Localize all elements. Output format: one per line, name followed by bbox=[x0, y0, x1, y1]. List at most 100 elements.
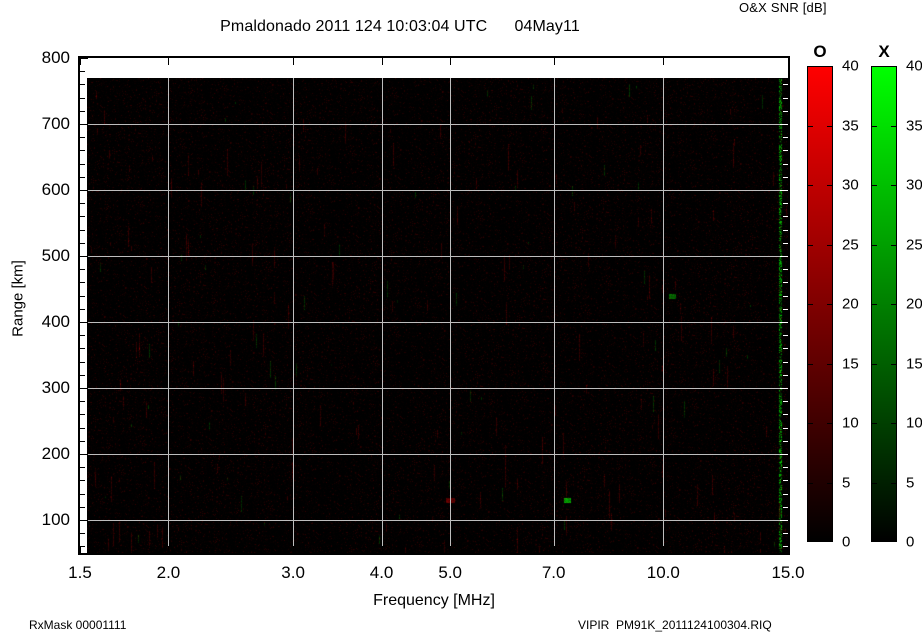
y-tick-minor-left bbox=[80, 242, 85, 244]
y-tick-minor-right bbox=[783, 467, 788, 469]
colorbar-x-label: X bbox=[878, 42, 890, 61]
x-axis-tick-label: 7.0 bbox=[541, 563, 566, 582]
colorbar-tick bbox=[891, 185, 897, 186]
vertical-gridline bbox=[450, 78, 452, 553]
horizontal-gridline bbox=[87, 454, 788, 455]
horizontal-gridline bbox=[87, 520, 788, 521]
y-tick-minor-right bbox=[783, 163, 788, 165]
colorbar-tick-label: 5 bbox=[906, 474, 915, 491]
ionogram-raster[interactable] bbox=[87, 78, 788, 553]
y-tick-minor-left bbox=[80, 467, 85, 469]
colorbar-tick-label: 0 bbox=[906, 533, 915, 551]
source-file-footer: VIPIR PM91K_2011124100304.RIQ bbox=[578, 618, 772, 632]
y-axis-tick-label: 200 bbox=[41, 444, 70, 463]
y-tick-minor-left bbox=[80, 533, 85, 535]
y-tick-minor-left bbox=[80, 282, 85, 284]
x-axis-tick-label: 4.0 bbox=[369, 563, 394, 582]
colorbar-tick-label: 15 bbox=[906, 355, 922, 372]
colorbar-tick bbox=[827, 125, 833, 127]
y-tick-minor-left bbox=[80, 374, 85, 376]
y-tick-minor-left bbox=[80, 203, 85, 205]
colorbar-tick bbox=[807, 125, 813, 127]
y-tick-minor-right bbox=[783, 269, 788, 271]
colorbar-tick bbox=[871, 304, 877, 305]
y-axis-tick-label: 600 bbox=[41, 180, 70, 199]
colorbar-tick-label: 35 bbox=[842, 117, 859, 134]
colorbar-tick bbox=[871, 244, 877, 246]
colorbar-tick-label: 25 bbox=[906, 236, 922, 253]
y-tick-major-right bbox=[780, 520, 788, 521]
y-tick-minor-left bbox=[80, 493, 85, 495]
colorbar-tick-label: 25 bbox=[842, 236, 859, 253]
y-tick-major-left bbox=[80, 322, 88, 323]
colorbar-tick bbox=[827, 363, 833, 365]
y-tick-minor-left bbox=[80, 414, 85, 416]
x-axis-tick-label: 2.0 bbox=[156, 563, 181, 582]
colorbar-tick bbox=[807, 304, 813, 305]
y-tick-minor-right bbox=[783, 242, 788, 244]
y-tick-major-right bbox=[780, 190, 788, 191]
colorbar-tick bbox=[827, 185, 833, 186]
colorbar-tick bbox=[891, 482, 897, 484]
y-tick-major-left bbox=[80, 520, 88, 521]
y-tick-minor-right bbox=[783, 414, 788, 416]
y-tick-major-right bbox=[780, 256, 788, 257]
x-tick-top bbox=[553, 58, 555, 65]
rxmask-footer: RxMask 00001111 bbox=[29, 618, 127, 632]
horizontal-gridline bbox=[87, 388, 788, 389]
x-axis-tick-label: 10.0 bbox=[646, 563, 680, 582]
colorbar-tick bbox=[807, 185, 813, 186]
x-tick-top bbox=[450, 58, 452, 65]
x-tick-top bbox=[381, 58, 383, 65]
y-tick-minor-right bbox=[783, 493, 788, 495]
colorbar-tick-label: 20 bbox=[906, 295, 922, 313]
y-tick-minor-left bbox=[80, 348, 85, 350]
y-axis-tick-label: 300 bbox=[41, 378, 70, 397]
y-axis-tick-label: 400 bbox=[41, 312, 70, 331]
y-axis-tick-label: 100 bbox=[41, 510, 70, 529]
colorbar-tick-label: 0 bbox=[842, 533, 851, 551]
y-tick-minor-right bbox=[783, 97, 788, 99]
x-tick-bottom bbox=[293, 546, 295, 553]
y-tick-minor-left bbox=[80, 229, 85, 231]
colorbar-tick-label: 10 bbox=[906, 414, 922, 432]
colorbar-tick-label: 30 bbox=[906, 176, 922, 194]
y-tick-minor-right bbox=[783, 71, 788, 73]
x-tick-bottom bbox=[553, 546, 555, 553]
y-tick-minor-right bbox=[783, 374, 788, 376]
y-tick-minor-left bbox=[80, 335, 85, 337]
colorbar-tick bbox=[871, 185, 877, 186]
colorbar-tick bbox=[807, 244, 813, 246]
colorbar-tick bbox=[827, 482, 833, 484]
plot-area[interactable] bbox=[78, 56, 790, 555]
y-axis-tick-labels: 100 200 300 400 500 600 700 800 bbox=[0, 0, 70, 636]
x-axis-tick-label: 15.0 bbox=[771, 563, 805, 582]
y-tick-minor-right bbox=[783, 295, 788, 297]
colorbar-tick-label: 35 bbox=[906, 117, 922, 134]
y-tick-minor-right bbox=[783, 176, 788, 178]
colorbar-tick bbox=[891, 363, 897, 365]
y-tick-minor-right bbox=[783, 110, 788, 112]
y-axis-tick-label: 800 bbox=[41, 48, 70, 67]
y-tick-major-left bbox=[80, 388, 88, 389]
y-tick-minor-right bbox=[783, 546, 788, 548]
x-tick-top bbox=[663, 58, 665, 65]
y-tick-minor-right bbox=[783, 84, 788, 86]
y-tick-minor-right bbox=[783, 216, 788, 218]
colorbar-tick-label: 10 bbox=[842, 414, 859, 432]
colorbar-tick bbox=[871, 363, 877, 365]
y-tick-major-left bbox=[80, 190, 88, 191]
y-tick-minor-right bbox=[783, 308, 788, 310]
y-tick-minor-right bbox=[783, 480, 788, 482]
y-tick-minor-left bbox=[80, 110, 85, 112]
y-tick-major-right bbox=[780, 388, 788, 389]
y-tick-minor-left bbox=[80, 506, 85, 508]
x-tick-bottom bbox=[381, 546, 383, 553]
colorbar-tick bbox=[891, 304, 897, 305]
y-tick-minor-left bbox=[80, 150, 85, 152]
y-tick-minor-left bbox=[80, 84, 85, 86]
x-axis-tick-label: 5.0 bbox=[438, 563, 463, 582]
y-tick-minor-right bbox=[783, 150, 788, 152]
y-tick-minor-left bbox=[80, 361, 85, 363]
